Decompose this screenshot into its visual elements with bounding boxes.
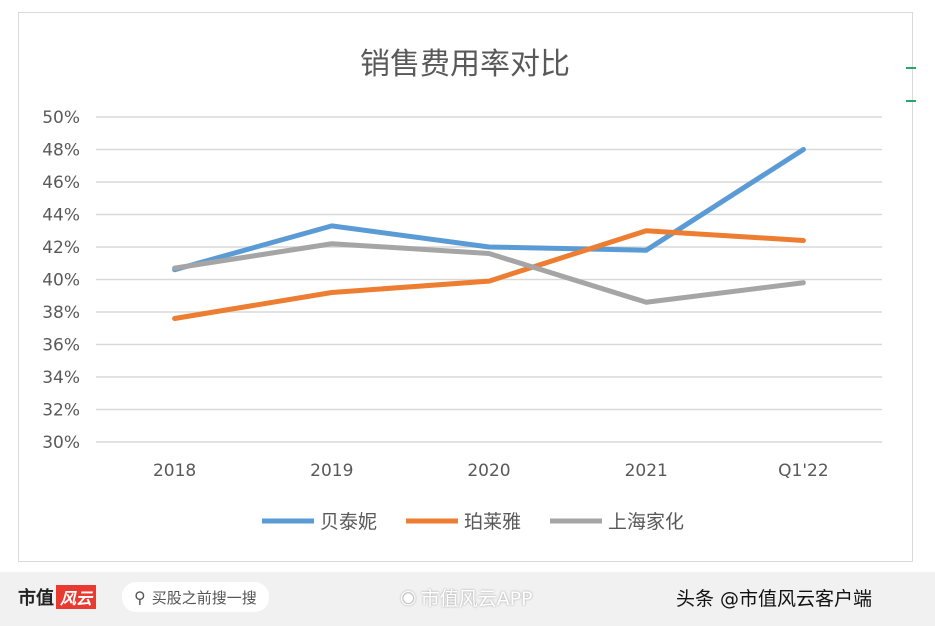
x-tick-label: 2021 [625,461,668,481]
logo-text: 市值 [18,588,54,609]
legend-label: 贝泰妮 [320,511,377,533]
weibo-icon: ◉ [400,586,417,608]
chart-card: 销售费用率对比 30% 32% 34% 36% 38% 40% 42% 44% 46% 48% 50%… [0,0,935,572]
y-tick-label: 36% [42,336,80,356]
x-tick-label: 2018 [153,461,196,481]
line-chart: 销售费用率对比 30% 32% 34% 36% 38% 40% 42% 44% 46% 48% 50%… [42,47,882,533]
y-tick-label: 44% [42,206,80,226]
weibo-watermark: ◉ 市值风云APP [400,578,533,616]
search-placeholder: 买股之前搜一搜 [151,588,257,607]
toutiao-credit: 头条 @市值风云客户端 [676,587,873,610]
weibo-text: 市值风云APP [420,587,533,610]
y-tick-label: 30% [42,433,80,453]
y-tick-label: 48% [42,141,80,161]
brand-logo: 市值 风云 [18,578,97,616]
x-tick-label: 2020 [467,461,510,481]
search-icon: ⚲ [134,587,146,607]
y-tick-label: 50% [42,108,80,128]
chart-title: 销售费用率对比 [360,47,570,82]
y-tick-label: 32% [42,401,80,421]
legend-label: 上海家化 [608,511,684,533]
y-tick-label: 46% [42,173,80,193]
y-tick-label: 42% [42,238,80,258]
logo-badge: 风云 [56,585,97,609]
legend-label: 珀莱雅 [464,511,521,533]
x-tick-label: Q1'22 [778,461,829,481]
y-tick-label: 40% [42,271,80,291]
y-tick-label: 34% [42,368,80,388]
series-line-上海家化 [172,241,806,305]
x-tick-label: 2019 [310,461,353,481]
y-tick-label: 38% [42,303,80,323]
green-marker [906,100,916,102]
green-marker [906,67,916,69]
search-box[interactable]: ⚲ 买股之前搜一搜 [122,582,269,612]
